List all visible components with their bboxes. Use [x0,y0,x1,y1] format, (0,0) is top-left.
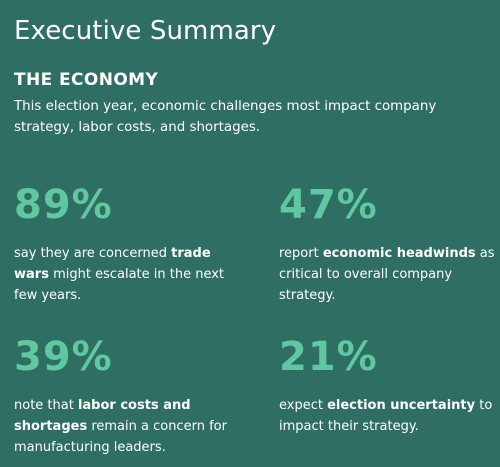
stat-value: 89% [14,182,113,228]
stat-block-trade-wars: 89% say they are concerned trade wars mi… [14,181,236,306]
stat-text: expect [279,398,328,413]
section-heading: THE ECONOMY [14,70,159,90]
stat-value: 21% [279,334,378,380]
page-title: Executive Summary [14,16,277,46]
stat-block-election-uncertainty: 21% expect election uncertainty to impac… [279,333,500,437]
stat-text: remain a concern for manufacturing leade… [14,419,227,455]
stat-block-labor-costs: 39% note that labor costs and shortages … [14,333,236,458]
stat-description: report economic headwinds as critical to… [279,243,500,306]
stat-text: might escalate in the next few years. [14,267,225,303]
stat-value: 47% [279,182,378,228]
stat-text: report [279,246,323,261]
stat-block-economic-headwinds: 47% report economic headwinds as critica… [279,181,500,306]
stat-highlight: economic headwinds [322,246,476,261]
stat-text: to impact their strategy. [279,398,493,434]
stat-description: expect election uncertainty to impact th… [279,395,500,437]
stat-highlight: election uncertainty [327,398,476,413]
stat-highlight: labor costs and shortages [14,398,191,434]
stat-text: say they are concerned [14,246,172,261]
stat-text: note that [14,398,78,413]
stat-value: 39% [14,334,113,380]
stat-text: as critical to overall company strategy. [279,246,495,303]
stat-description: say they are concerned trade wars might … [14,243,236,306]
stat-highlight: trade wars [14,246,211,282]
stat-description: note that labor costs and shortages rema… [14,395,236,458]
section-intro: This election year, economic challenges … [14,99,437,135]
